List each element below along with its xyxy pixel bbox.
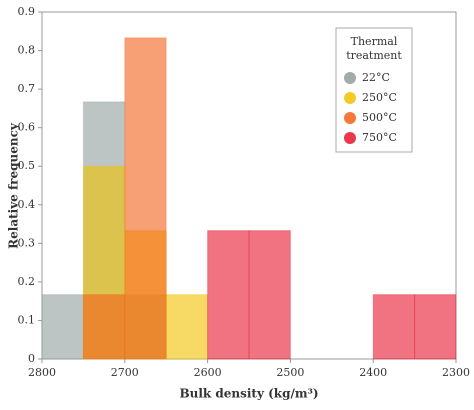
legend-label: 22°C (362, 71, 390, 84)
bar (41, 294, 84, 360)
legend-swatch (344, 132, 356, 144)
legend-swatch (344, 72, 356, 84)
legend-label: 250°C (362, 91, 397, 104)
x-tick-label: 2400 (359, 366, 387, 379)
y-tick-label: 0.9 (18, 5, 36, 18)
y-tick-label: 0.7 (18, 82, 36, 95)
y-tick-label: 0.5 (18, 159, 36, 172)
legend-box (335, 27, 413, 153)
legend-swatch (344, 112, 356, 124)
legend-swatch (344, 92, 356, 104)
x-tick-label: 2500 (276, 366, 304, 379)
x-tick-label: 2800 (28, 366, 56, 379)
y-tick-label: 0.6 (18, 121, 36, 134)
x-axis-label: Bulk density (kg/m³) (179, 387, 318, 401)
x-tick-label: 2700 (111, 366, 139, 379)
legend-title: treatment (346, 49, 402, 62)
x-tick-label: 2600 (194, 366, 222, 379)
y-axis-label: Relative frequency (7, 122, 21, 249)
bar (248, 230, 291, 360)
x-tick-label: 2300 (442, 366, 470, 379)
legend-title: Thermal (351, 35, 398, 48)
legend-label: 500°C (362, 111, 397, 124)
bar (165, 294, 209, 360)
y-tick-label: 0 (28, 352, 35, 365)
y-tick-label: 0.8 (18, 44, 36, 57)
bar (372, 294, 416, 360)
y-tick-label: 0.1 (18, 313, 36, 326)
y-tick-label: 0.4 (18, 198, 36, 211)
y-tick-label: 0.3 (18, 236, 36, 249)
y-tick-label: 0.2 (18, 275, 36, 288)
bar (414, 294, 457, 360)
bar (124, 37, 167, 360)
legend-label: 750°C (362, 131, 397, 144)
bar (207, 230, 250, 360)
bar (82, 294, 126, 360)
